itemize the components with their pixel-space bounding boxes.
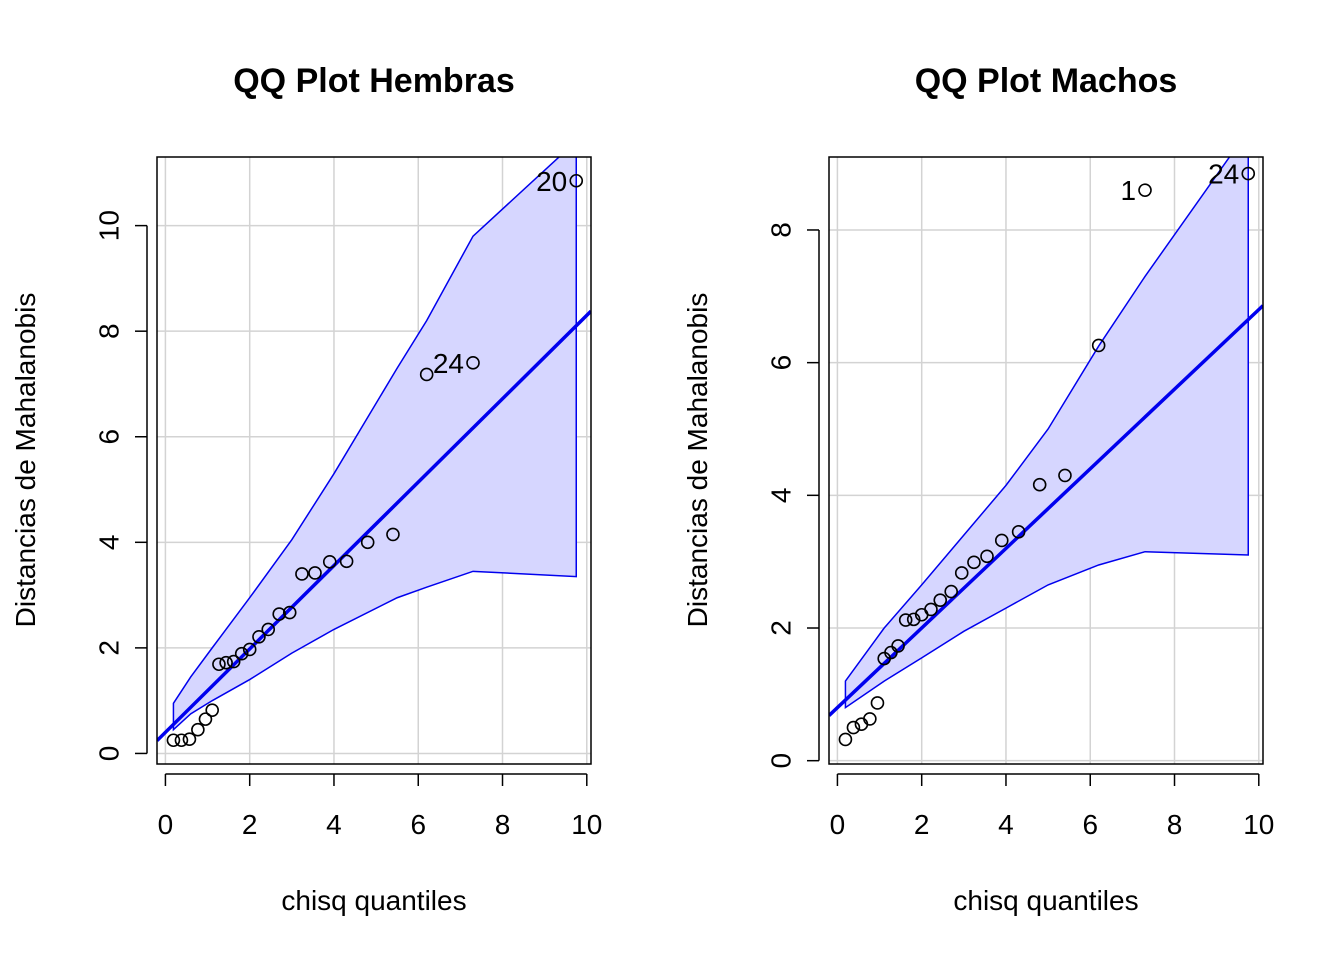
data-point xyxy=(386,527,400,542)
data-point xyxy=(870,696,885,710)
x-tick-label: 4 xyxy=(326,809,342,840)
data-point xyxy=(226,654,241,669)
y-tick-label: 2 xyxy=(765,620,796,636)
y-tick-label: 2 xyxy=(93,640,124,656)
data-point xyxy=(261,622,276,637)
x-tick-label: 8 xyxy=(495,809,511,840)
y-axis-label-hembras: Distancias de Mahalanobis xyxy=(10,293,41,628)
y-axis-label-machos: Distancias de Mahalanobis xyxy=(682,293,713,628)
chart-title-machos: QQ Plot Machos xyxy=(915,62,1178,100)
data-point xyxy=(933,593,948,607)
data-point xyxy=(242,642,257,657)
x-tick-label: 6 xyxy=(410,809,426,840)
point-label: 20 xyxy=(536,166,567,197)
data-point xyxy=(166,733,181,748)
data-point xyxy=(419,367,434,382)
data-point xyxy=(846,720,861,735)
confidence-band-machos xyxy=(844,157,1249,710)
data-point xyxy=(1241,166,1256,181)
data-point xyxy=(198,712,213,726)
data-point xyxy=(322,555,337,569)
x-tick-label: 2 xyxy=(242,809,258,840)
data-point xyxy=(174,733,189,748)
data-point xyxy=(994,533,1009,548)
x-tick-label: 2 xyxy=(914,809,930,840)
x-tick-label: 10 xyxy=(1243,809,1274,840)
data-point xyxy=(906,612,921,627)
x-axis-label-hembras: chisq quantiles xyxy=(281,885,466,916)
data-point xyxy=(980,549,994,564)
confidence-band-hembras xyxy=(172,157,578,732)
x-tick-label: 0 xyxy=(158,809,174,840)
data-point xyxy=(360,535,375,550)
plot-frame-hembras xyxy=(156,156,592,765)
point-label: 24 xyxy=(433,348,464,379)
point-label: 1 xyxy=(1120,175,1136,206)
data-point xyxy=(863,712,877,726)
data-point xyxy=(1058,468,1072,483)
x-tick-label: 8 xyxy=(1167,809,1183,840)
point-labels-machos: 1 24 xyxy=(1120,159,1239,207)
x-axis-label-machos: chisq quantiles xyxy=(953,885,1138,916)
data-point xyxy=(295,567,309,581)
data-point xyxy=(466,356,480,370)
x-tick-label: 0 xyxy=(830,809,846,840)
y-tick-label: 4 xyxy=(765,488,796,504)
data-point xyxy=(1091,338,1106,353)
data-point xyxy=(838,732,853,747)
x-tick-label: 6 xyxy=(1082,809,1098,840)
chart-title-hembras: QQ Plot Hembras xyxy=(233,62,515,100)
data-point xyxy=(898,613,913,627)
data-point xyxy=(1011,525,1026,539)
data-point xyxy=(234,646,249,661)
x-tick-label: 10 xyxy=(571,809,602,840)
points-hembras xyxy=(166,173,584,748)
data-point xyxy=(191,722,205,737)
data-point xyxy=(339,554,354,569)
data-point xyxy=(212,657,226,672)
data-point xyxy=(282,605,297,620)
x-axis-machos: 0 2 4 6 8 10 xyxy=(830,773,1274,840)
point-labels-hembras: 24 20 xyxy=(433,166,567,379)
y-tick-label: 8 xyxy=(93,323,124,339)
data-point xyxy=(219,655,233,670)
data-point xyxy=(272,607,286,621)
y-tick-label: 10 xyxy=(93,210,124,241)
data-point xyxy=(308,566,322,580)
data-point xyxy=(967,555,981,570)
y-tick-label: 0 xyxy=(93,746,124,762)
y-tick-label: 0 xyxy=(765,753,796,769)
data-point xyxy=(924,602,938,617)
data-point xyxy=(182,732,197,746)
data-point xyxy=(252,629,266,644)
data-point xyxy=(944,584,958,599)
data-point xyxy=(891,639,905,653)
reference-line-machos xyxy=(829,304,1263,717)
y-tick-label: 6 xyxy=(93,429,124,445)
reference-line-hembras xyxy=(157,309,591,742)
y-axis-machos: 0 2 4 6 8 xyxy=(765,222,820,769)
data-point xyxy=(1032,477,1047,492)
y-tick-label: 6 xyxy=(765,355,796,371)
plot-frame-machos xyxy=(828,156,1264,765)
data-point xyxy=(954,566,969,580)
x-axis-hembras: 0 2 4 6 8 10 xyxy=(158,773,602,840)
points-machos xyxy=(838,166,1256,747)
y-tick-label: 8 xyxy=(765,222,796,238)
data-point xyxy=(569,173,584,188)
point-label: 24 xyxy=(1208,159,1239,190)
data-point xyxy=(205,703,219,717)
data-point xyxy=(1138,183,1152,197)
x-tick-label: 4 xyxy=(998,809,1014,840)
y-axis-hembras: 0 2 4 6 8 10 xyxy=(93,210,148,762)
y-tick-label: 4 xyxy=(93,535,124,551)
